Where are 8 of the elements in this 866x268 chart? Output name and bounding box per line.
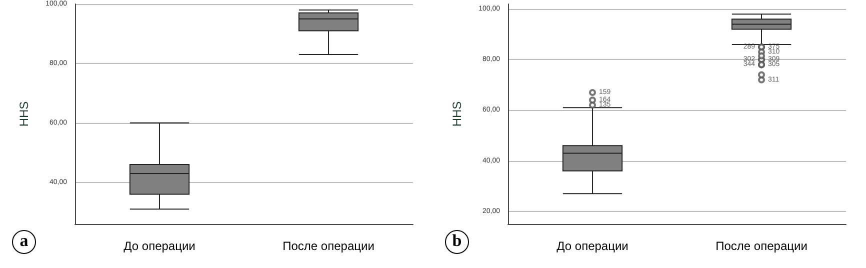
y-axis-title: HHS xyxy=(17,101,31,127)
text: b xyxy=(445,230,469,254)
x-tick-label: До операции xyxy=(124,239,196,253)
x-tick-label: До операции xyxy=(556,239,628,253)
x-tick-label: После операции xyxy=(282,239,374,253)
text: a xyxy=(12,230,36,254)
x-tick-label: После операции xyxy=(716,239,808,253)
y-axis-title: HHS xyxy=(450,101,464,127)
